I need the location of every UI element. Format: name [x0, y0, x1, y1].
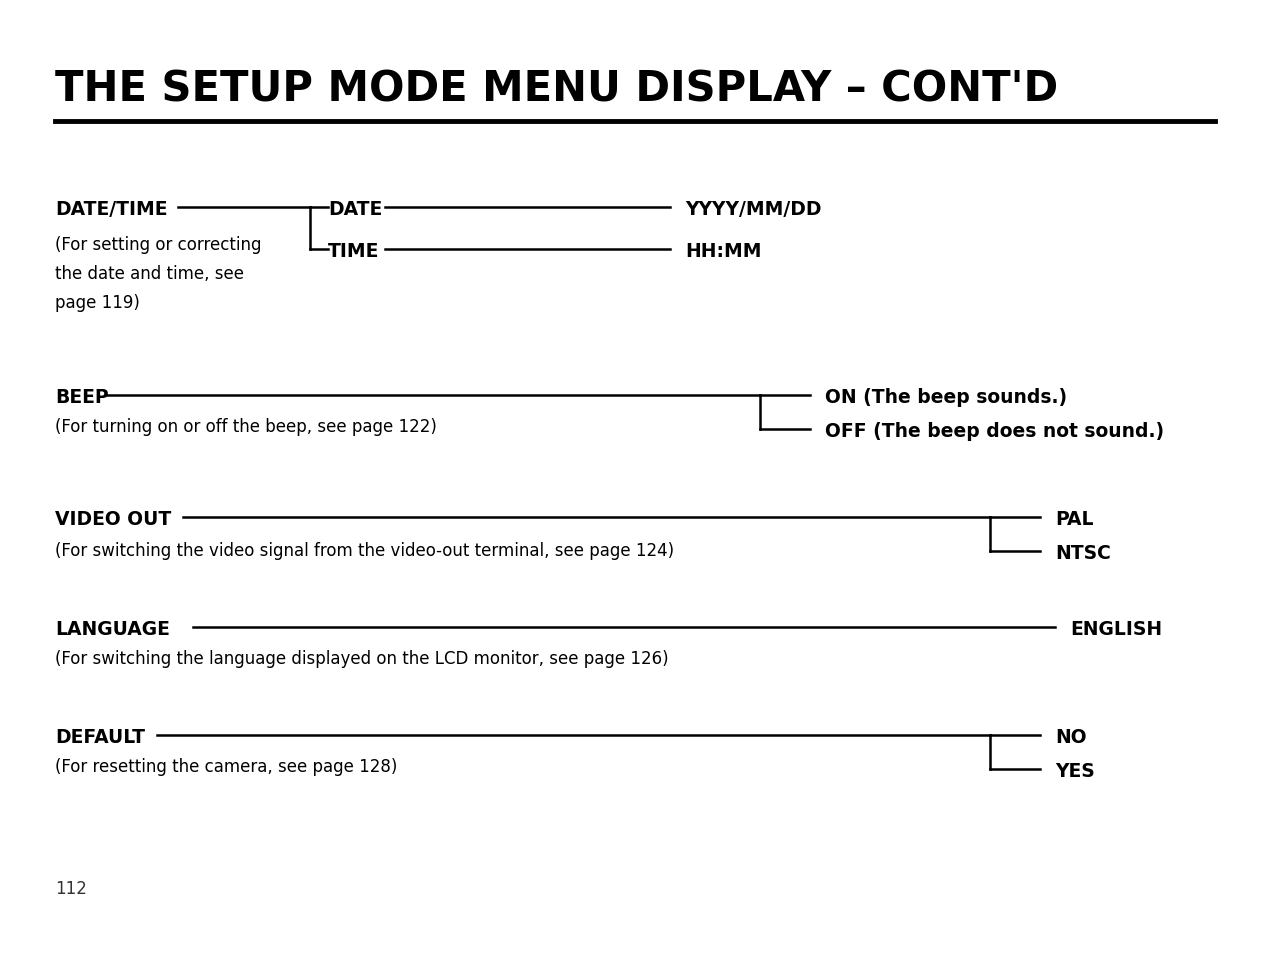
Text: PAL: PAL: [1055, 510, 1093, 529]
Text: NTSC: NTSC: [1055, 543, 1111, 562]
Text: TIME: TIME: [328, 242, 379, 261]
Text: page 119): page 119): [55, 294, 139, 312]
Text: THE SETUP MODE MENU DISPLAY – CONT'D: THE SETUP MODE MENU DISPLAY – CONT'D: [55, 68, 1058, 110]
Text: YES: YES: [1055, 761, 1094, 781]
Text: DEFAULT: DEFAULT: [55, 727, 145, 746]
Text: HH:MM: HH:MM: [685, 242, 762, 261]
Text: (For resetting the camera, see page 128): (For resetting the camera, see page 128): [55, 758, 397, 775]
Text: BEEP: BEEP: [55, 388, 109, 407]
Text: ON (The beep sounds.): ON (The beep sounds.): [825, 388, 1068, 407]
Text: VIDEO OUT: VIDEO OUT: [55, 510, 171, 529]
Text: 112: 112: [55, 879, 87, 897]
Text: (For turning on or off the beep, see page 122): (For turning on or off the beep, see pag…: [55, 417, 437, 436]
Text: (For switching the video signal from the video-out terminal, see page 124): (For switching the video signal from the…: [55, 541, 675, 559]
Text: YYYY/MM/DD: YYYY/MM/DD: [685, 200, 822, 219]
Text: (For switching the language displayed on the LCD monitor, see page 126): (For switching the language displayed on…: [55, 649, 668, 667]
Text: OFF (The beep does not sound.): OFF (The beep does not sound.): [825, 421, 1164, 440]
Text: LANGUAGE: LANGUAGE: [55, 619, 170, 639]
Text: (For setting or correcting: (For setting or correcting: [55, 235, 261, 253]
Text: the date and time, see: the date and time, see: [55, 265, 243, 283]
Text: DATE: DATE: [328, 200, 382, 219]
Text: DATE/TIME: DATE/TIME: [55, 200, 167, 219]
Text: ENGLISH: ENGLISH: [1070, 619, 1163, 639]
Text: NO: NO: [1055, 727, 1087, 746]
